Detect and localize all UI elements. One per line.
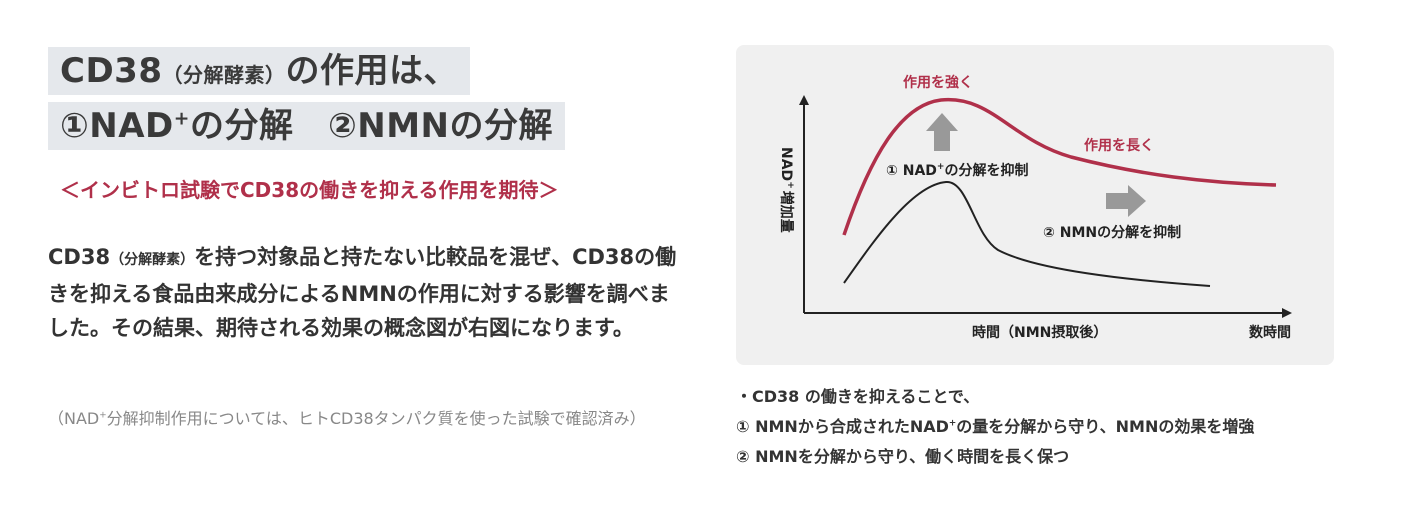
footnote-post: 分解抑制作用については、ヒトCD38タンパク質を使った試験で確認済み） (106, 409, 646, 428)
bullet-2-post: の量を分解から守り、NMNの効果を増強 (956, 417, 1255, 436)
annotation-nad: ① NAD+の分解を抑制 (886, 162, 1028, 179)
y-axis-label-pre: NAD (778, 147, 794, 181)
annotation-nad-post: の分解を抑制 (944, 162, 1028, 179)
bullet-3: ② NMNを分解から守り、働く時間を長く保つ (736, 447, 1070, 466)
up-arrow-icon (926, 113, 958, 151)
body-cd38: CD38 (48, 245, 111, 269)
concept-chart: 作用を強く 作用を長く ① NAD+の分解を抑制 ② NMNの分解を抑制 NAD… (736, 45, 1334, 365)
annotation-strong: 作用を強く (903, 74, 973, 91)
y-axis-arrow (799, 95, 809, 105)
title-action: の作用は、 (285, 51, 458, 91)
footnote: （NAD+分解抑制作用については、ヒトCD38タンパク質を使った試験で確認済み） (48, 404, 688, 434)
title-decomposition: の分解 ②NMNの分解 (189, 106, 553, 146)
y-axis-label: NAD+ 増加量 (778, 147, 795, 233)
body-enzyme-paren: （分解酵素） (110, 252, 195, 268)
title-enzyme-paren: （分解酵素） (162, 63, 286, 87)
y-axis-label-plus: + (785, 181, 795, 189)
annotation-nmn: ② NMNの分解を抑制 (1043, 224, 1181, 241)
y-axis-label-post: 増加量 (778, 191, 795, 233)
x-axis-label: 時間（NMN摂取後） (972, 324, 1107, 341)
subtitle: ＜インビトロ試験でCD38の働きを抑える作用を期待＞ (60, 178, 559, 202)
title-line-2: ①NAD+の分解 ②NMNの分解 (48, 102, 565, 150)
annotation-long: 作用を長く (1084, 137, 1154, 154)
footnote-pre: （NAD (48, 409, 100, 428)
bullet-2: ① NMNから合成されたNAD+の量を分解から守り、NMNの効果を増強 (736, 412, 1376, 442)
bullet-1: ・CD38 の働きを抑えることで、 (736, 387, 980, 406)
summary-bullets: ・CD38 の働きを抑えることで、 ① NMNから合成されたNAD+の量を分解か… (736, 382, 1376, 472)
right-arrow-icon (1106, 185, 1146, 217)
series-red-curve (842, 97, 1277, 236)
title-nad: ①NAD (60, 106, 174, 146)
series-black-curve (843, 180, 1211, 287)
bullet-2-pre: ① NMNから合成されたNAD (736, 417, 949, 436)
bullet-2-plus: + (948, 418, 957, 429)
title-line-1: CD38（分解酵素）の作用は、 (48, 47, 470, 95)
annotation-nad-pre: ① NAD (886, 163, 937, 179)
svg-text:NAD+増加量: NAD+ 増加量 (778, 147, 795, 233)
x-axis-label-right: 数時間 (1249, 324, 1291, 341)
chart-svg: 作用を強く 作用を長く ① NAD+の分解を抑制 ② NMNの分解を抑制 NAD… (778, 74, 1292, 341)
body-paragraph: CD38（分解酵素）を持つ対象品と持たない比較品を混ぜ、CD38の働きを抑える食… (48, 240, 688, 345)
title-cd38: CD38 (60, 51, 163, 91)
footnote-plus: + (99, 410, 107, 421)
x-axis-arrow (1282, 308, 1292, 318)
title-nad-plus: + (173, 108, 190, 130)
body-main-text: を持つ対象品と持たない比較品を混ぜ、CD38の働きを抑える食品由来成分によるNM… (48, 245, 677, 340)
annotation-nad-plus: + (937, 162, 945, 172)
